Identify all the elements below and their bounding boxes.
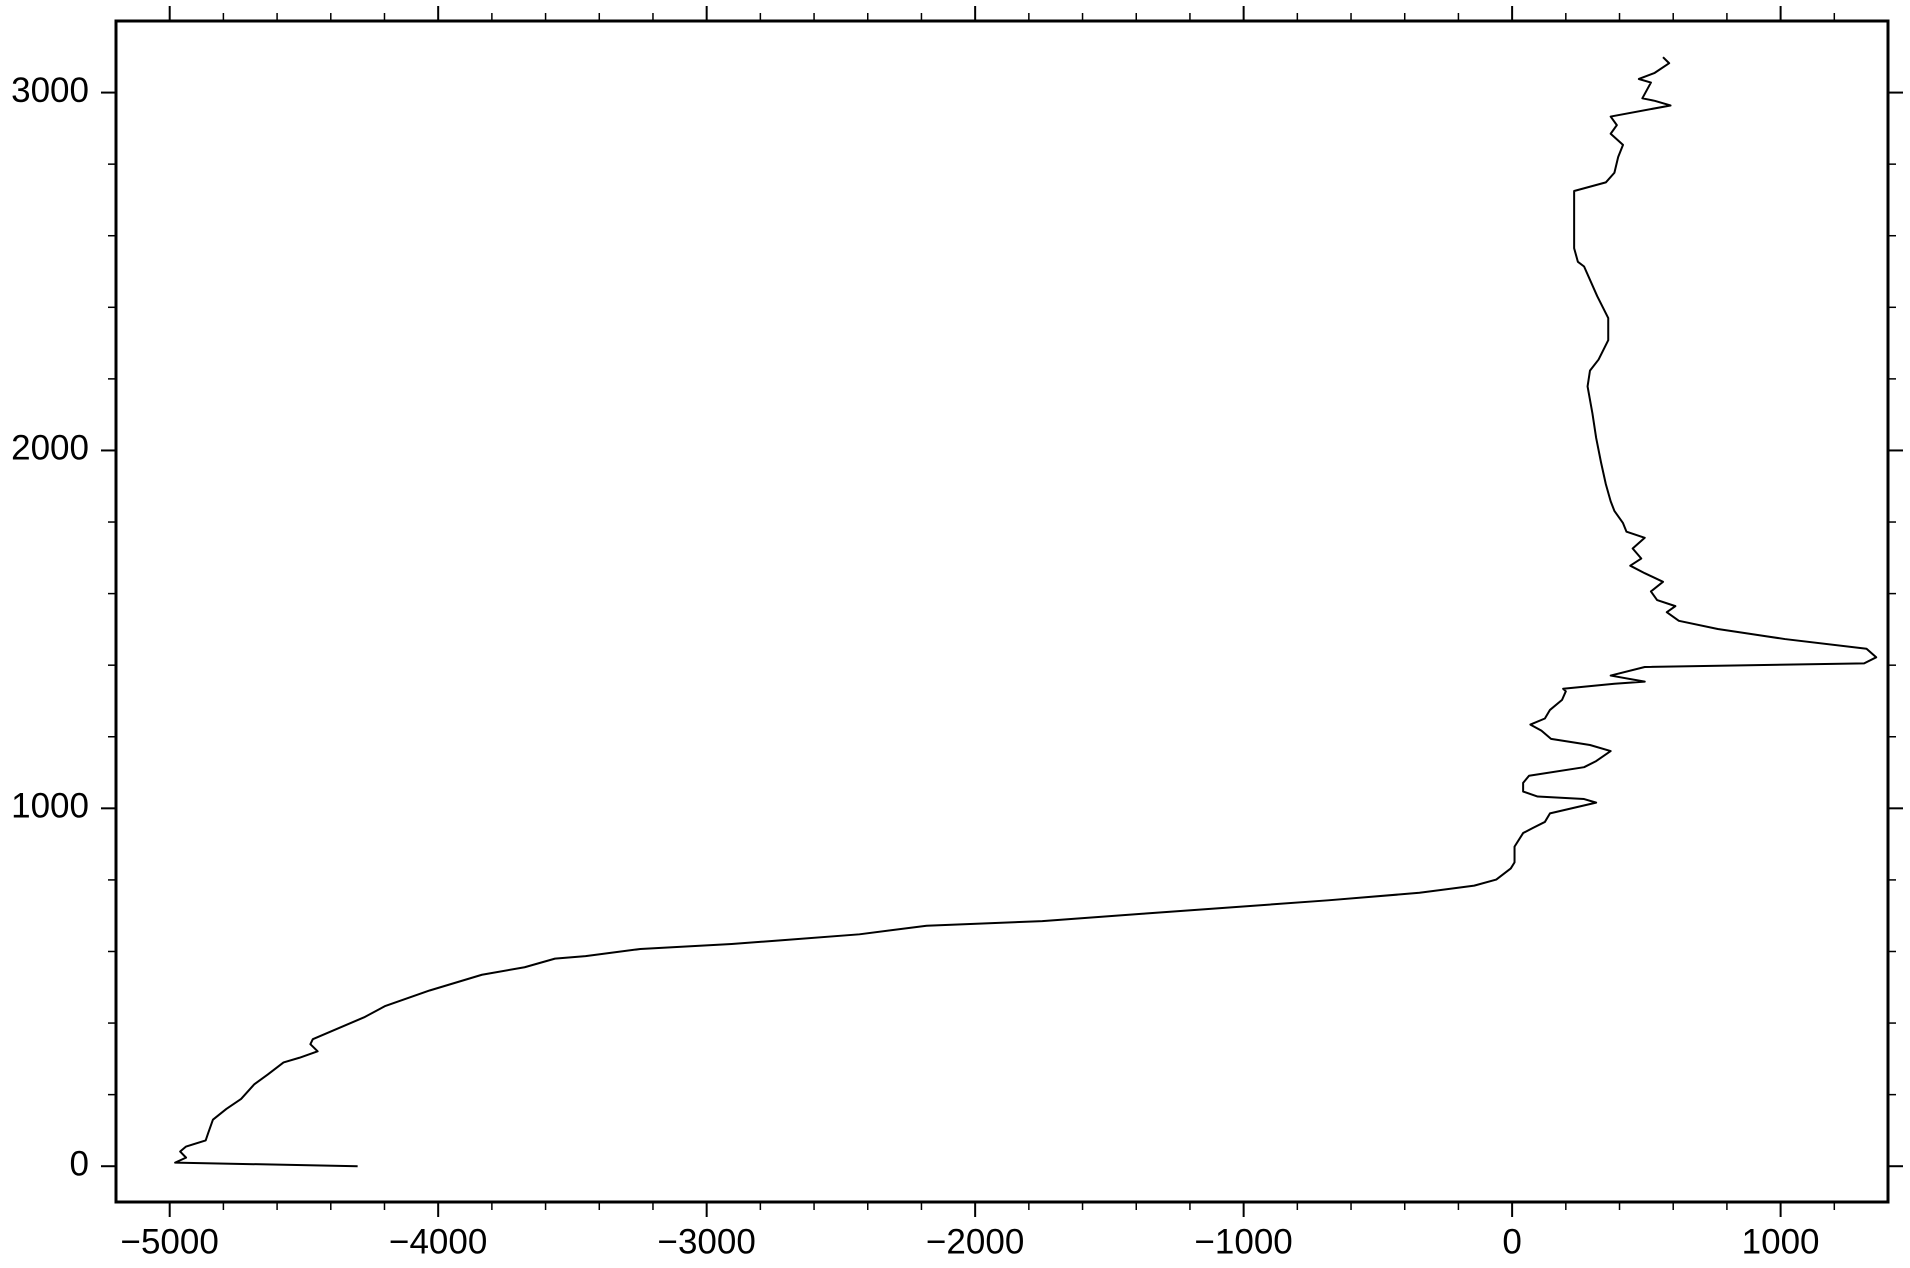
y-tick-label: 3000 — [11, 71, 89, 110]
plot-frame — [114, 19, 1890, 1204]
y-tick-label: 2000 — [11, 429, 89, 468]
x-tick-label: 0 — [1502, 1222, 1521, 1261]
x-tick-label: −2000 — [926, 1222, 1024, 1261]
x-tick-label: −5000 — [121, 1222, 219, 1261]
x-tick-label: −4000 — [389, 1222, 487, 1261]
x-tick-label: −1000 — [1194, 1222, 1292, 1261]
x-tick-label: −3000 — [658, 1222, 756, 1261]
data-line — [174, 56, 1878, 1168]
x-tick-label: 1000 — [1742, 1222, 1820, 1261]
y-tick-label: 1000 — [11, 787, 89, 826]
y-tick-label: 0 — [70, 1144, 89, 1183]
